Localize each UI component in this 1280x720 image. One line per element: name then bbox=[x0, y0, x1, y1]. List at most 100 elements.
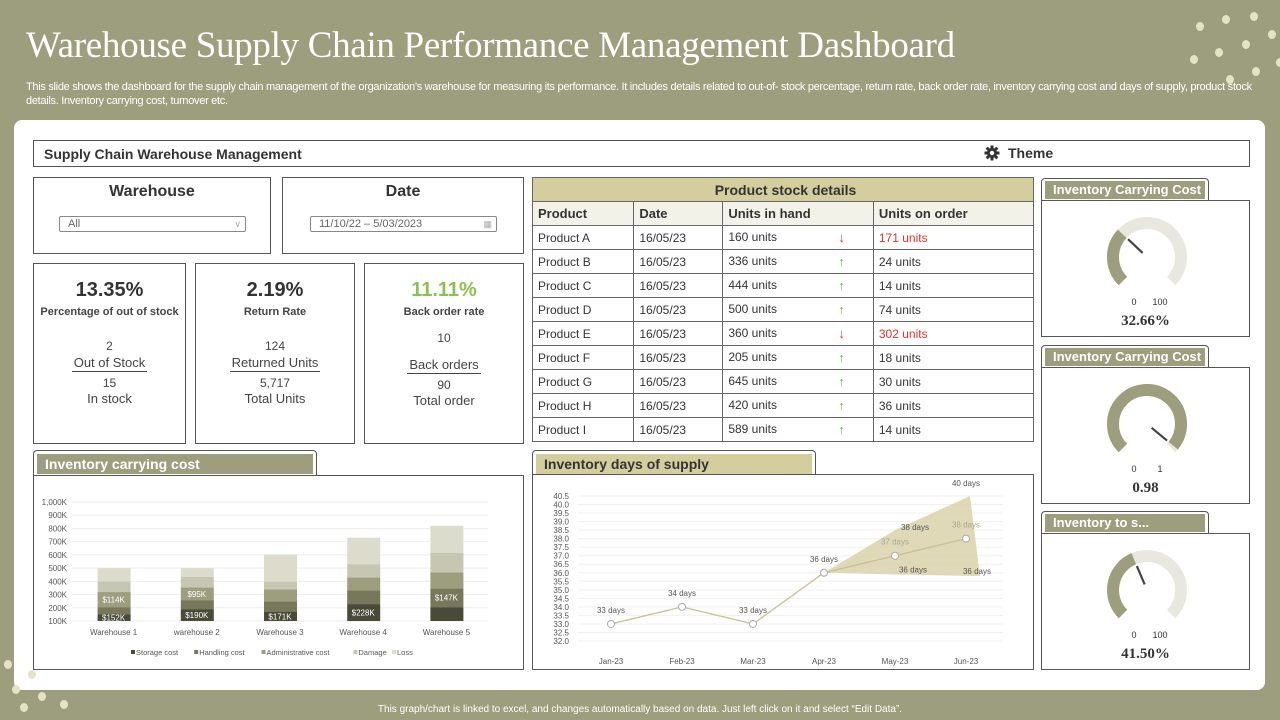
gauge-title: Inventory to s... bbox=[1045, 514, 1205, 532]
product-cell: Product C bbox=[531, 273, 635, 298]
y-tick-label: 300K bbox=[48, 591, 67, 600]
units-on-order-cell: 36 units bbox=[872, 393, 1035, 418]
theme-button[interactable]: Theme bbox=[984, 145, 1053, 161]
bar-segment bbox=[180, 587, 214, 601]
data-point bbox=[820, 568, 828, 577]
bar-segment bbox=[180, 609, 214, 621]
y-tick-label: 35.5 bbox=[553, 577, 569, 586]
units-on-order-cell: 24 units bbox=[872, 249, 1035, 274]
date-range-input[interactable]: 11/10/22 – 5/03/2023 ▦ bbox=[310, 216, 497, 232]
x-tick-label: Jan-23 bbox=[599, 657, 624, 666]
forecast-lower-label: 36 days bbox=[899, 565, 927, 574]
product-cell: Product D bbox=[531, 297, 635, 322]
kpi-value: 2.19% bbox=[246, 279, 304, 301]
calendar-icon: ▦ bbox=[483, 219, 492, 229]
kpi-denominator: 90 bbox=[437, 378, 451, 392]
bar-segment bbox=[97, 568, 131, 582]
warehouse-select-value: All bbox=[68, 218, 81, 230]
table-row: Product A 16/05/23 160 units ↓ 171 units bbox=[531, 225, 1035, 250]
table-row: Product G 16/05/23 645 units ↑ 30 units bbox=[531, 369, 1035, 394]
data-label: 38 days bbox=[952, 521, 980, 530]
y-tick-label: 39.0 bbox=[553, 518, 569, 527]
gauge-needle bbox=[1135, 565, 1146, 585]
kpi-value: 11.11% bbox=[411, 279, 477, 301]
x-tick-label: warehouse 2 bbox=[173, 628, 220, 637]
y-tick-label: 33.5 bbox=[553, 611, 569, 620]
carrying-cost-title: Inventory carrying cost bbox=[37, 454, 313, 474]
kpi-numerator-label: Back orders bbox=[407, 357, 481, 374]
y-tick-label: 600K bbox=[48, 551, 67, 560]
column-header: Date bbox=[633, 201, 724, 226]
gauge-tab: Inventory to s... bbox=[1041, 511, 1209, 534]
series-line bbox=[610, 538, 967, 625]
warehouse-filter: Warehouse All ∨ bbox=[33, 177, 271, 254]
y-tick-label: 400K bbox=[48, 577, 67, 586]
y-tick-label: 40.5 bbox=[553, 492, 569, 501]
arrow-down-icon: ↓ bbox=[838, 230, 845, 245]
arrow-up-icon: ↑ bbox=[838, 302, 845, 317]
legend-label: Administrative cost bbox=[267, 648, 331, 657]
y-tick-label: 38.5 bbox=[553, 526, 569, 535]
data-point bbox=[749, 619, 757, 628]
units-in-hand-value: 645 units bbox=[728, 374, 778, 388]
kpi-denominator-label: In stock bbox=[87, 391, 132, 406]
y-tick-label: 700K bbox=[48, 538, 67, 547]
product-stock-table: Product stock details Product Date Units i… bbox=[531, 177, 1035, 442]
forecast-lower-label: 36 days bbox=[963, 567, 991, 576]
line-chart-svg: 32.032.533.033.534.034.535.035.536.036.5… bbox=[553, 479, 1003, 666]
data-point bbox=[962, 534, 970, 543]
units-in-hand-cell: 444 units ↑ bbox=[722, 273, 874, 298]
units-in-hand-cell: 336 units ↑ bbox=[722, 249, 874, 274]
arrow-up-icon: ↑ bbox=[838, 350, 845, 365]
decorative-dot bbox=[1252, 67, 1260, 76]
kpi-label: Percentage of out of stock bbox=[40, 306, 179, 318]
gauge-value: 41.50% bbox=[1121, 646, 1170, 662]
header-title: Supply Chain Warehouse Management bbox=[44, 146, 302, 162]
forecast-upper-label: 40 days bbox=[952, 479, 980, 488]
arrow-up-icon: ↑ bbox=[838, 422, 845, 437]
bar-segment bbox=[347, 590, 381, 605]
date-cell: 16/05/23 bbox=[633, 369, 724, 394]
kpi-label: Back order rate bbox=[403, 306, 485, 318]
gauge-fill bbox=[1107, 384, 1187, 453]
product-cell: Product E bbox=[531, 321, 635, 346]
date-filter: Date 11/10/22 – 5/03/2023 ▦ bbox=[282, 177, 524, 254]
kpi-numerator: 124 bbox=[264, 339, 286, 353]
x-tick-label: Feb-23 bbox=[669, 657, 695, 666]
x-tick-label: Warehouse 3 bbox=[256, 628, 304, 637]
data-label: 37 days bbox=[881, 538, 909, 547]
y-tick-label: 34.5 bbox=[553, 594, 569, 603]
kpi-label: Return Rate bbox=[243, 306, 307, 318]
page-description: This slide shows the dashboard for the s… bbox=[26, 81, 1252, 107]
kpi-denominator: 5,717 bbox=[259, 376, 291, 390]
legend-swatch bbox=[131, 650, 135, 654]
bar-segment bbox=[347, 537, 381, 565]
decorative-dot bbox=[28, 670, 36, 679]
kpi-value: 13.35% bbox=[75, 279, 144, 301]
bar-segment bbox=[430, 607, 464, 621]
units-in-hand-cell: 645 units ↑ bbox=[722, 369, 874, 394]
table-row: Product I 16/05/23 589 units ↑ 14 units bbox=[531, 417, 1035, 442]
bar-segment bbox=[430, 525, 464, 553]
units-on-order-cell: 14 units bbox=[872, 417, 1035, 442]
table-row: Product C 16/05/23 444 units ↑ 14 units bbox=[531, 273, 1035, 298]
data-point bbox=[607, 619, 615, 628]
data-point bbox=[678, 602, 686, 611]
kpi-card: 11.11% Back order rate 10 Back orders 90… bbox=[364, 263, 524, 444]
decorative-dot bbox=[20, 703, 28, 712]
bar-data-label: $171K bbox=[268, 612, 292, 621]
units-in-hand-cell: 420 units ↑ bbox=[722, 393, 874, 418]
kpi-denominator: 15 bbox=[102, 376, 117, 390]
units-in-hand-value: 444 units bbox=[728, 278, 778, 292]
kpi-numerator-label: Returned Units bbox=[229, 355, 321, 372]
units-on-order-cell: 30 units bbox=[872, 369, 1035, 394]
warehouse-select[interactable]: All ∨ bbox=[59, 216, 246, 232]
arrow-up-icon: ↑ bbox=[838, 374, 845, 389]
table-title: Product stock details bbox=[532, 177, 1034, 202]
x-tick-label: May-23 bbox=[882, 657, 909, 666]
decorative-dot bbox=[1215, 48, 1223, 57]
date-filter-label: Date bbox=[385, 183, 421, 200]
y-tick-label: 37.0 bbox=[553, 552, 569, 561]
bar-data-label: $95K bbox=[187, 590, 206, 599]
